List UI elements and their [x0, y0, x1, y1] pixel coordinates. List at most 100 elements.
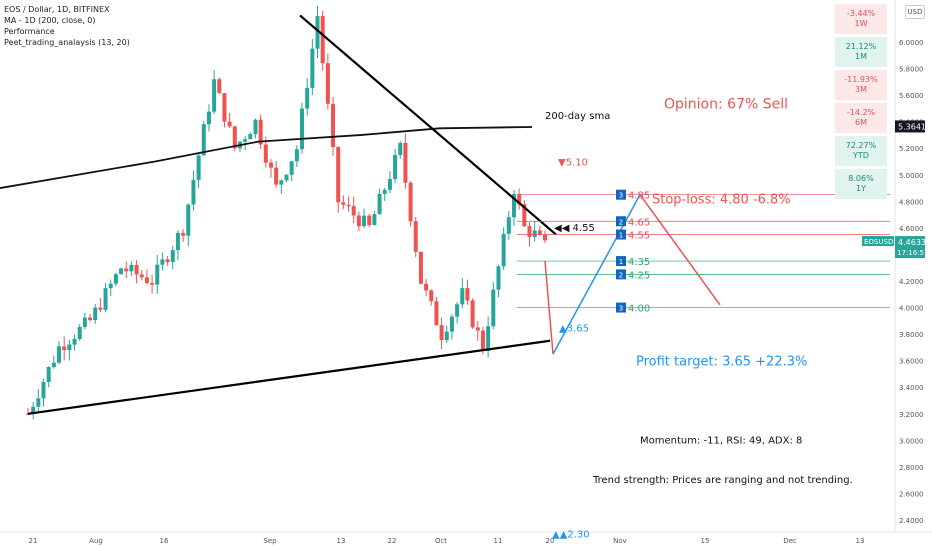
y-tick-label: 5.2000: [899, 145, 924, 153]
sma-price-value: 5.3641: [898, 122, 926, 131]
candle-body: [310, 48, 315, 88]
y-tick-label: 3.0000: [899, 437, 924, 445]
x-tick-label: 16: [160, 537, 169, 545]
candle-body: [165, 259, 170, 263]
candle-body: [403, 142, 408, 183]
x-tick-label: 13: [856, 537, 865, 545]
candle-body: [201, 124, 206, 156]
y-tick-label: 2.6000: [899, 490, 924, 498]
candle-body: [31, 406, 36, 414]
performance-cell: 8.06% 1Y: [835, 169, 887, 199]
candle-body: [320, 16, 325, 64]
candle-body: [108, 283, 113, 289]
level-badge: [616, 269, 626, 280]
y-tick-label: 4.2000: [899, 278, 924, 286]
level-badge: [616, 256, 626, 267]
y-tick-label: 2.8000: [899, 464, 924, 472]
down-marker: ▼5.10: [558, 158, 588, 169]
candle-body: [315, 16, 320, 49]
level-price-label: 4.85: [628, 191, 650, 202]
candle-body: [258, 119, 263, 145]
candle-body: [300, 108, 305, 150]
current-price: 4.4633: [898, 238, 926, 247]
candle-body: [393, 155, 398, 180]
candle-body: [88, 317, 93, 321]
y-tick-label: 3.2000: [899, 411, 924, 419]
trend-strength-label: Trend strength: Prices are ranging and n…: [592, 475, 853, 486]
candle-body: [429, 290, 434, 302]
candle-body: [356, 215, 361, 227]
performance-cell: 21.12% 1M: [835, 37, 887, 67]
performance-period: 1Y: [856, 184, 866, 193]
legend-ma: MA - 1D (200, close, 0): [4, 16, 96, 25]
candle-body: [268, 162, 273, 168]
legend-performance: Performance: [4, 27, 55, 36]
x-axis: 21 Aug 16 Sep 13 22 Oct 11 20 Nov 15 Dec 13: [0, 531, 932, 545]
candle-body: [222, 93, 227, 122]
candle-body: [398, 142, 403, 156]
y-tick-label: 6.0000: [899, 39, 924, 47]
y-tick-label: 4.0000: [899, 305, 924, 313]
candle-body: [480, 330, 485, 351]
candle-body: [418, 251, 423, 284]
candle-body: [263, 144, 268, 163]
candle-body: [455, 304, 460, 317]
level-price-label: 4.65: [628, 217, 650, 228]
candle-body: [51, 362, 56, 368]
performance-cell: -11.93% 3M: [835, 70, 887, 100]
candle-body: [191, 179, 196, 205]
x-tick-label: Sep: [263, 537, 277, 545]
countdown-timer: 17:16:57: [897, 249, 928, 257]
level-badge: [616, 216, 626, 227]
sma-label: 200-day sma: [545, 111, 610, 122]
candle-body: [274, 167, 279, 185]
candle-body: [496, 266, 501, 290]
performance-value: 72.27%: [845, 141, 877, 150]
candle-body: [439, 325, 444, 341]
legend-pair: EOS / Dollar, 1D, BITFINEX: [4, 5, 110, 14]
level-price-label: 4.55: [628, 231, 650, 242]
candle-body: [119, 268, 124, 275]
chart-legend: EOS / Dollar, 1D, BITFINEX MA - 1D (200,…: [4, 4, 130, 48]
x-tick-label: 21: [29, 537, 38, 545]
candle-body: [124, 268, 129, 272]
candle-body: [341, 202, 346, 205]
candle-body: [181, 232, 186, 236]
candle-body: [387, 179, 392, 190]
currency-button[interactable]: USD: [905, 5, 925, 19]
candle-body: [67, 344, 72, 351]
candle-body: [294, 149, 299, 162]
y-tick-label: 2.4000: [899, 517, 924, 525]
legend-indicator: Peet_trading_analaysis (13, 20): [4, 38, 130, 47]
candle-body: [62, 346, 67, 351]
candle-body: [460, 288, 465, 305]
candle-body: [170, 250, 175, 263]
candle-body: [103, 288, 108, 310]
candle-body: [532, 230, 537, 237]
candle-body: [527, 226, 532, 237]
level-badge-number: 3: [619, 192, 623, 200]
candle-body: [196, 155, 201, 180]
stop-loss-label: Stop-loss: 4.80 -6.8%: [652, 193, 791, 208]
candle-body: [465, 288, 470, 301]
level-price-label: 4.35: [628, 257, 650, 268]
y-tick-label: 4.6000: [899, 225, 924, 233]
double-up-marker: ▲▲2.30: [552, 529, 590, 540]
candlesticks: [26, 5, 547, 420]
performance-cell: -14.2% 6M: [835, 103, 887, 133]
candle-body: [377, 194, 382, 215]
x-tick-label: 22: [388, 537, 397, 545]
performance-period: 6M: [855, 118, 867, 127]
level-badge: [616, 302, 626, 313]
candle-body: [217, 79, 222, 94]
level-badge-number: 1: [619, 258, 623, 266]
performance-value: -3.44%: [846, 9, 876, 18]
candle-body: [82, 317, 87, 327]
level-price-label: 4.25: [628, 270, 650, 281]
opinion-label: Opinion: 67% Sell: [664, 96, 788, 112]
candle-body: [506, 217, 511, 234]
performance-value: -14.2%: [846, 108, 876, 117]
level-badge: [616, 189, 626, 200]
candle-body: [186, 204, 191, 236]
